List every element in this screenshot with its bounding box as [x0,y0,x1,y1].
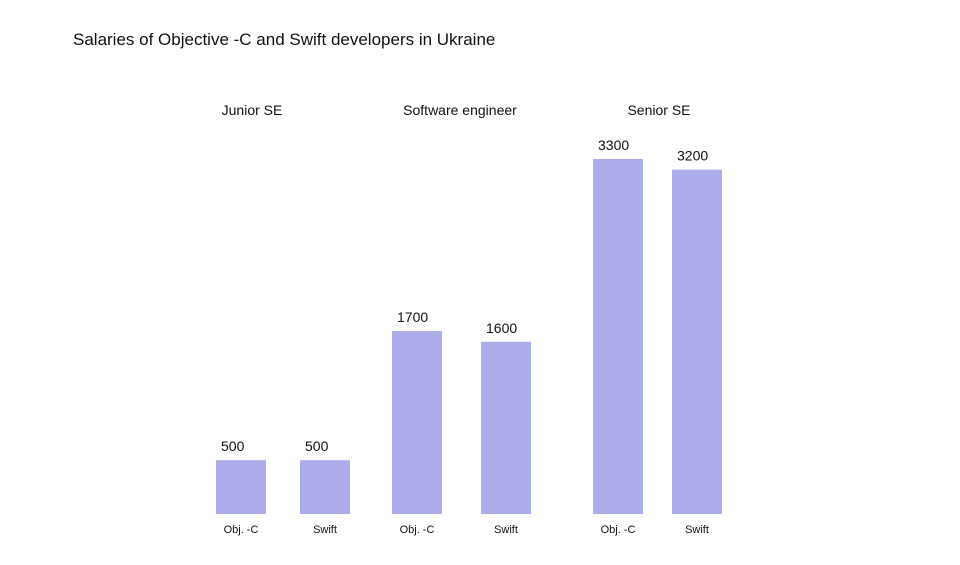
group-label: Software engineer [403,102,517,118]
category-label: Swift [685,524,709,536]
data-label: 500 [221,438,245,454]
data-label: 1600 [486,320,517,336]
category-label: Obj. -C [224,524,259,536]
bar [392,331,442,514]
category-label: Obj. -C [400,524,435,536]
data-label: 3200 [677,148,708,164]
category-label: Swift [494,524,518,536]
bar [216,460,266,514]
bar [672,169,722,514]
bar [593,158,643,515]
chart-title: Salaries of Objective -C and Swift devel… [73,30,496,49]
bar [481,341,531,514]
category-label: Swift [313,524,337,536]
category-label: Obj. -C [601,524,636,536]
data-label: 1700 [397,309,428,325]
data-label: 3300 [598,137,629,153]
data-label: 500 [305,438,329,454]
group-label: Junior SE [222,102,283,118]
group-label: Senior SE [627,102,690,118]
bar [300,460,350,514]
